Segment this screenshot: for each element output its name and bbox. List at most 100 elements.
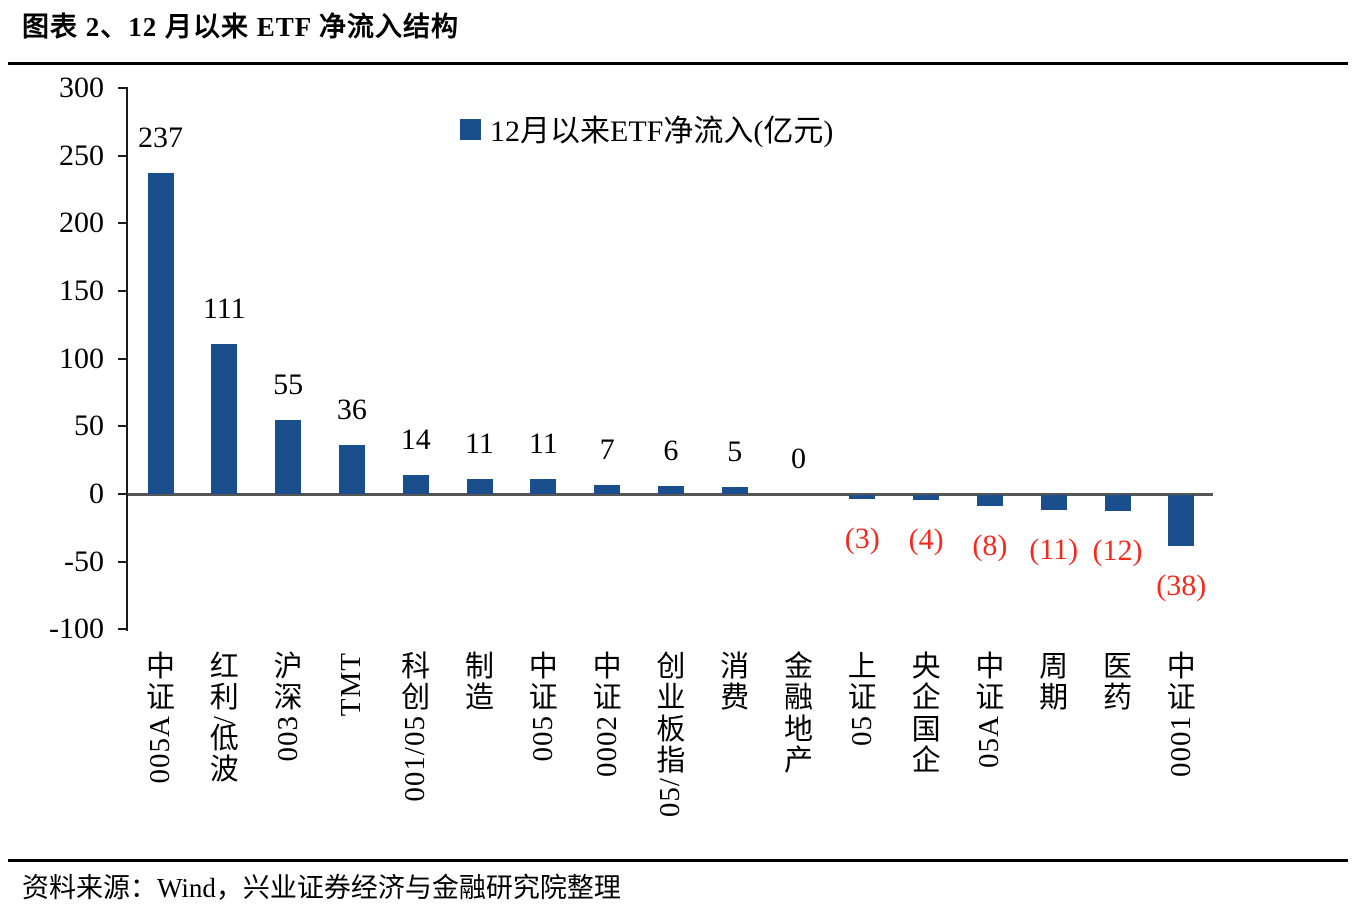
x-category-label: 央企国企 — [881, 651, 971, 777]
x-label-latin-run: 0001 — [1164, 714, 1197, 777]
y-tick-label: -50 — [64, 544, 104, 578]
x-category-label: 制造 — [435, 651, 525, 715]
x-label-char: 科 — [401, 651, 431, 683]
y-tick-mark — [118, 493, 126, 495]
x-label-latin-run: 05/ — [654, 777, 687, 818]
x-label-char: 沪 — [273, 651, 303, 683]
x-label-latin-run: / — [207, 714, 240, 724]
x-label-char: 期 — [1039, 682, 1069, 715]
x-label-latin-run: 003 — [271, 714, 304, 762]
x-category-label: 中证 05A — [945, 651, 1035, 768]
y-tick-label: 300 — [59, 71, 104, 104]
y-tick-mark — [118, 154, 126, 157]
bar-value-label: (12) — [1092, 534, 1143, 568]
x-category-label: 周期 — [1009, 651, 1099, 715]
y-tick-label: 250 — [59, 138, 104, 172]
y-tick-label: 150 — [59, 274, 104, 307]
x-label-char: 中 — [975, 651, 1005, 683]
x-label-char: 国 — [911, 713, 941, 746]
y-axis-line — [126, 87, 128, 632]
x-label-char: 证 — [145, 682, 175, 715]
bar-value-label: 11 — [528, 427, 558, 461]
x-category-label: 中证 005 — [498, 651, 588, 761]
x-label-char: 深 — [273, 682, 303, 715]
x-label-char: 低 — [209, 722, 239, 755]
x-label-char: 板 — [656, 713, 686, 746]
x-label-char: 中 — [1166, 651, 1196, 683]
bar-value-label: 237 — [138, 121, 183, 155]
x-label-latin-run: 05A — [973, 714, 1006, 768]
x-label-char: 造 — [464, 682, 494, 715]
bar-value-label: 0 — [791, 442, 806, 475]
x-label-char: 消 — [720, 651, 750, 683]
x-category-label: 金融地产 — [754, 651, 844, 777]
bar — [338, 445, 365, 494]
x-category-label: 上证 05 — [817, 651, 907, 746]
y-tick-label: 200 — [59, 206, 104, 240]
x-label-char: 融 — [783, 682, 813, 715]
bar-value-label: 111 — [202, 291, 246, 325]
bar-value-label: 36 — [336, 393, 367, 427]
x-label-char: 波 — [209, 754, 239, 786]
bar-value-label: (4) — [908, 523, 944, 557]
bar-value-label: 7 — [599, 432, 615, 466]
bar — [211, 343, 238, 494]
x-category-label: 消费 — [690, 651, 780, 715]
bar-value-label: 14 — [400, 423, 431, 457]
x-label-char: 地 — [783, 713, 813, 746]
x-category-label: 沪深 003 — [243, 651, 333, 762]
bar — [913, 495, 940, 501]
x-label-char: 中 — [592, 651, 622, 683]
x-label-char: 中 — [145, 651, 175, 683]
chart-title: 图表 2、12 月以来 ETF 净流入结构 — [22, 12, 460, 42]
x-label-char: 证 — [975, 682, 1005, 715]
bar — [721, 487, 748, 494]
x-label-latin-run: TMT — [335, 652, 368, 717]
x-category-label: 科创 001/05 — [371, 651, 461, 801]
bar-value-label: 5 — [727, 435, 743, 469]
y-tick-mark — [118, 425, 126, 428]
x-label-char: 创 — [401, 682, 431, 715]
bar — [976, 495, 1003, 506]
title-divider-line — [8, 62, 1348, 65]
footer-divider-line — [8, 859, 1348, 862]
legend-label: 12月以来ETF净流入(亿元) — [490, 115, 834, 148]
bar-value-label: (8) — [972, 528, 1008, 562]
y-tick-mark — [118, 87, 126, 89]
bar — [147, 173, 174, 494]
bar — [466, 479, 493, 494]
y-tick-label: -100 — [49, 612, 104, 646]
bar-value-label: 55 — [273, 367, 304, 401]
legend-swatch — [460, 118, 481, 140]
x-category-label: 红利 / 低波 — [179, 651, 269, 786]
y-tick-mark — [118, 290, 126, 292]
bar — [1040, 495, 1067, 510]
bar-value-label: (3) — [844, 522, 880, 556]
bar-value-label: 6 — [663, 433, 679, 467]
bar-value-label: (38) — [1156, 569, 1207, 603]
x-label-char: 企 — [911, 682, 941, 715]
x-label-char: 费 — [720, 682, 750, 715]
x-label-char: 业 — [656, 682, 686, 715]
y-tick-label: 0 — [89, 477, 104, 510]
x-label-char: 证 — [1166, 682, 1196, 715]
x-category-label: 中证 0002 — [562, 651, 652, 776]
source-note: 资料来源：Wind，兴业证券经济与金融研究院整理 — [22, 873, 621, 903]
y-tick-label: 50 — [74, 409, 104, 443]
bar — [1104, 495, 1131, 512]
x-category-label: 中证 0001 — [1136, 651, 1226, 777]
x-label-char: 制 — [464, 651, 494, 683]
x-label-latin-run: 05 — [845, 714, 878, 746]
x-label-char: 红 — [209, 651, 239, 683]
x-label-char: 药 — [1102, 682, 1132, 715]
x-label-char: 央 — [911, 651, 941, 683]
y-tick-mark — [118, 560, 126, 563]
bar — [1168, 495, 1195, 547]
x-label-char: 指 — [656, 744, 686, 777]
bar — [849, 495, 876, 500]
x-axis-zero-line — [128, 493, 1213, 496]
y-tick-mark — [118, 628, 126, 631]
x-label-char: 创 — [656, 651, 686, 683]
